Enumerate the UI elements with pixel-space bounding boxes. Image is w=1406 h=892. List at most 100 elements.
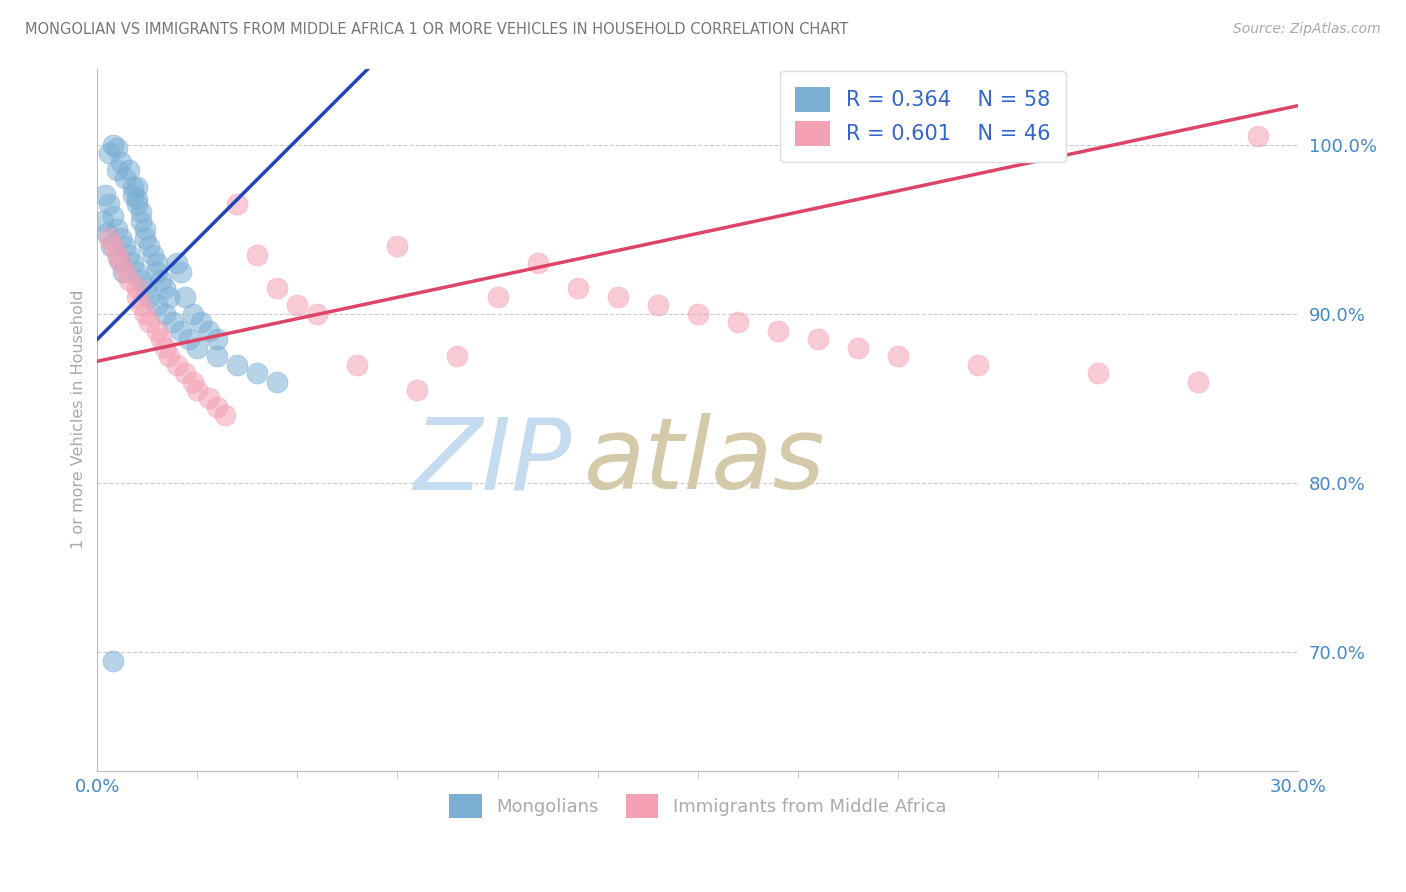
Point (179, 332, 201, 346)
Point (108, 252, 131, 267)
Point (567, 281, 589, 295)
Point (214, 409, 236, 423)
Point (647, 298, 669, 312)
Point (166, 256, 188, 270)
Point (186, 383, 208, 397)
Point (166, 358, 188, 372)
Point (96, 226, 118, 240)
Point (127, 192, 149, 206)
Point (183, 375, 205, 389)
Point (105, 247, 128, 261)
Point (686, 307, 709, 321)
Point (122, 188, 145, 202)
Point (387, 239, 409, 253)
Point (155, 341, 177, 355)
Point (134, 281, 156, 295)
Text: atlas: atlas (583, 413, 825, 510)
Point (207, 349, 229, 363)
Point (157, 290, 180, 304)
Text: ZIP: ZIP (413, 413, 572, 510)
Point (127, 197, 149, 211)
Point (606, 290, 628, 304)
Point (170, 324, 193, 338)
Point (105, 141, 128, 155)
Point (226, 197, 249, 211)
Point (103, 209, 125, 223)
Point (110, 256, 132, 270)
Point (146, 256, 169, 270)
Point (127, 264, 149, 278)
Point (103, 137, 125, 152)
Point (103, 654, 125, 668)
Point (134, 231, 156, 245)
Point (190, 315, 212, 329)
Point (138, 290, 160, 304)
Point (131, 298, 153, 312)
Point (846, 341, 869, 355)
Point (103, 239, 125, 253)
Point (526, 256, 548, 270)
Point (112, 264, 135, 278)
Point (122, 256, 145, 270)
Point (114, 171, 136, 186)
Point (98, 146, 121, 161)
Point (105, 222, 128, 236)
Point (155, 307, 177, 321)
Point (110, 231, 132, 245)
Point (114, 239, 136, 253)
Point (162, 315, 184, 329)
Point (198, 324, 221, 338)
Y-axis label: 1 or more Vehicles in Household: 1 or more Vehicles in Household (72, 290, 86, 549)
Point (105, 163, 128, 178)
Point (246, 247, 269, 261)
Point (155, 281, 177, 295)
Point (1247, 129, 1270, 144)
Point (146, 264, 169, 278)
Point (146, 298, 169, 312)
Point (100, 239, 122, 253)
Point (346, 358, 368, 372)
Point (174, 290, 197, 304)
Point (142, 247, 165, 261)
Text: MONGOLIAN VS IMMIGRANTS FROM MIDDLE AFRICA 1 OR MORE VEHICLES IN HOUSEHOLD CORRE: MONGOLIAN VS IMMIGRANTS FROM MIDDLE AFRI… (25, 22, 849, 37)
Point (134, 307, 156, 321)
Point (266, 375, 288, 389)
Point (94, 188, 117, 202)
Point (807, 332, 830, 346)
Point (266, 281, 288, 295)
Point (157, 349, 180, 363)
Point (486, 290, 509, 304)
Point (146, 324, 169, 338)
Point (198, 392, 221, 406)
Point (207, 400, 229, 414)
Point (93, 214, 115, 228)
Point (127, 290, 149, 304)
Point (246, 366, 269, 380)
Point (406, 383, 429, 397)
Point (131, 273, 153, 287)
Point (131, 214, 153, 228)
Point (150, 332, 173, 346)
Point (127, 281, 149, 295)
Point (114, 264, 136, 278)
Point (207, 332, 229, 346)
Legend: Mongolians, Immigrants from Middle Africa: Mongolians, Immigrants from Middle Afric… (441, 788, 953, 825)
Point (131, 205, 153, 219)
Point (98, 197, 121, 211)
Point (307, 307, 329, 321)
Text: Source: ZipAtlas.com: Source: ZipAtlas.com (1233, 22, 1381, 37)
Point (134, 222, 156, 236)
Point (766, 324, 789, 338)
Point (127, 180, 149, 194)
Point (226, 358, 249, 372)
Point (150, 273, 173, 287)
Point (122, 180, 145, 194)
Point (287, 298, 309, 312)
Point (1187, 375, 1209, 389)
Point (186, 341, 208, 355)
Point (1087, 366, 1109, 380)
Point (966, 358, 988, 372)
Point (138, 315, 160, 329)
Point (174, 366, 197, 380)
Point (98, 231, 121, 245)
